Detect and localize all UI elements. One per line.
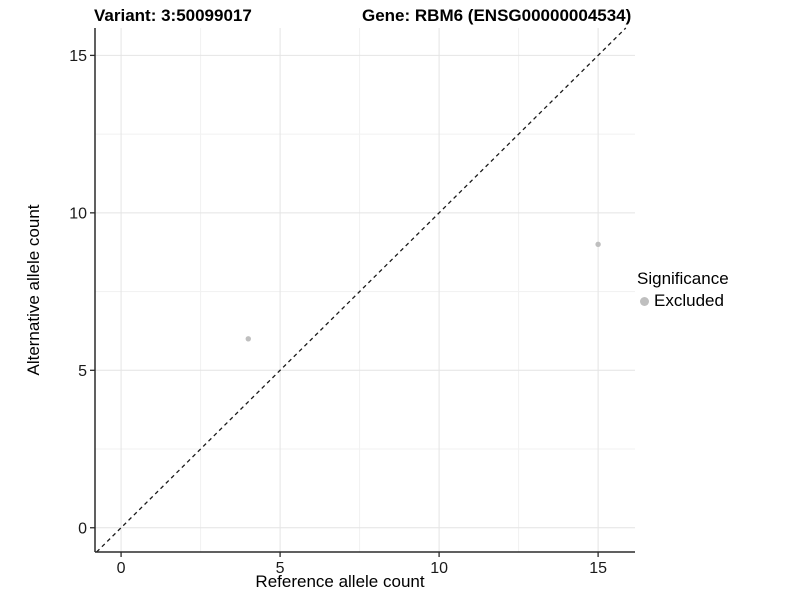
x-tick-label: 10 [430,560,448,577]
y-tick-label: 15 [69,48,87,65]
data-point [245,336,251,342]
legend-title: Significance [637,269,729,288]
variant-title: Variant: 3:50099017 [94,6,252,25]
x-tick-label: 15 [589,560,607,577]
y-tick-label: 5 [78,363,87,380]
identity-line [96,27,627,553]
x-axis-title: Reference allele count [255,572,425,591]
x-tick-label: 0 [117,560,126,577]
data-point [595,241,601,248]
y-tick-label: 10 [69,205,87,222]
gene-title: Gene: RBM6 (ENSG00000004534) [362,6,632,25]
legend-item-label: Excluded [654,291,724,310]
legend-item-excluded: Excluded [640,291,729,311]
legend: Significance Excluded [637,269,729,311]
y-tick-label: 0 [78,520,87,537]
x-tick-label: 5 [276,560,285,577]
legend-key-dot [640,296,649,306]
